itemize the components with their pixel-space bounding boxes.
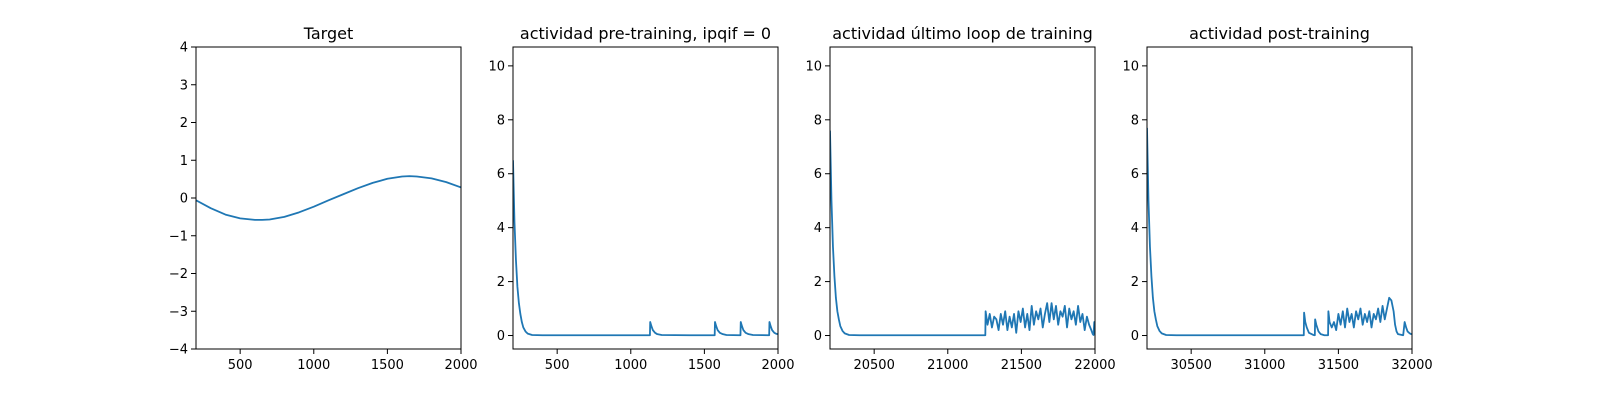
x-tick-label: 21500	[1001, 358, 1042, 373]
y-tick-label: 6	[1131, 167, 1139, 182]
x-tick-label: 1000	[297, 358, 330, 373]
x-tick-label: 21000	[927, 358, 968, 373]
y-tick-label: 8	[497, 113, 505, 128]
x-tick-label: 500	[545, 358, 570, 373]
chart-4-series-line	[1147, 127, 1412, 337]
y-tick-label: 4	[180, 41, 188, 56]
y-tick-label: −4	[169, 343, 188, 358]
chart-panel-3: 20500 21000 21500 22000 0 2 4 6 8 10 actividad últ…	[805, 24, 1115, 373]
x-tick-label: 31000	[1244, 358, 1285, 373]
x-tick-label: 22000	[1074, 358, 1115, 373]
x-tick-label: 30500	[1170, 358, 1211, 373]
y-tick-label: −2	[169, 267, 188, 282]
x-tick-label: 2000	[444, 358, 477, 373]
y-tick-label: 2	[1131, 275, 1139, 290]
x-tick-label: 1000	[614, 358, 647, 373]
y-tick-label: −3	[169, 305, 188, 320]
chart-panel-4: 30500 31000 31500 32000 0 2 4 6 8 10 actividad pos…	[1122, 24, 1432, 373]
y-tick-label: 10	[1122, 59, 1139, 74]
y-tick-label: 0	[1131, 329, 1139, 344]
x-tick-label: 1500	[371, 358, 404, 373]
y-tick-label: 2	[814, 275, 822, 290]
y-tick-label: 0	[180, 192, 188, 207]
y-tick-label: 0	[814, 329, 822, 344]
y-tick-label: 2	[180, 116, 188, 131]
y-tick-label: 8	[814, 113, 822, 128]
y-tick-label: 2	[497, 275, 505, 290]
chart-3-series-line	[830, 130, 1095, 337]
y-tick-label: 4	[814, 221, 822, 236]
y-tick-label: 3	[180, 78, 188, 93]
y-tick-label: 10	[488, 59, 505, 74]
chart-panel-1: 500 1000 1500 2000 −4 −3 −2 −1 0 1 2 3 4 Target	[169, 24, 478, 373]
y-tick-label: −1	[169, 229, 188, 244]
x-tick-label: 31500	[1318, 358, 1359, 373]
chart-2-axes-frame	[512, 46, 779, 350]
chart-3-axes-frame	[829, 46, 1096, 350]
y-tick-label: 8	[1131, 113, 1139, 128]
y-tick-label: 1	[180, 154, 188, 169]
chart-4-title: actividad post-training	[1189, 24, 1370, 43]
chart-panel-2: 500 1000 1500 2000 0 2 4 6 8 10 actividad pre-trai…	[488, 24, 794, 373]
y-tick-label: 10	[805, 59, 822, 74]
chart-4-axes-frame	[1146, 46, 1413, 350]
x-tick-label: 500	[228, 358, 253, 373]
chart-2-title: actividad pre-training, ipqif = 0	[520, 24, 771, 43]
y-tick-label: 6	[497, 167, 505, 182]
y-tick-label: 6	[814, 167, 822, 182]
x-tick-label: 20500	[853, 358, 894, 373]
chart-3-title: actividad último loop de training	[832, 24, 1093, 43]
x-tick-label: 2000	[761, 358, 794, 373]
chart-1-series-line	[196, 175, 461, 221]
chart-1-title: Target	[303, 24, 354, 43]
x-tick-label: 32000	[1391, 358, 1432, 373]
y-tick-label: 0	[497, 329, 505, 344]
chart-2-series-line	[513, 160, 778, 337]
x-tick-label: 1500	[688, 358, 721, 373]
y-tick-label: 4	[497, 221, 505, 236]
y-tick-label: 4	[1131, 221, 1139, 236]
